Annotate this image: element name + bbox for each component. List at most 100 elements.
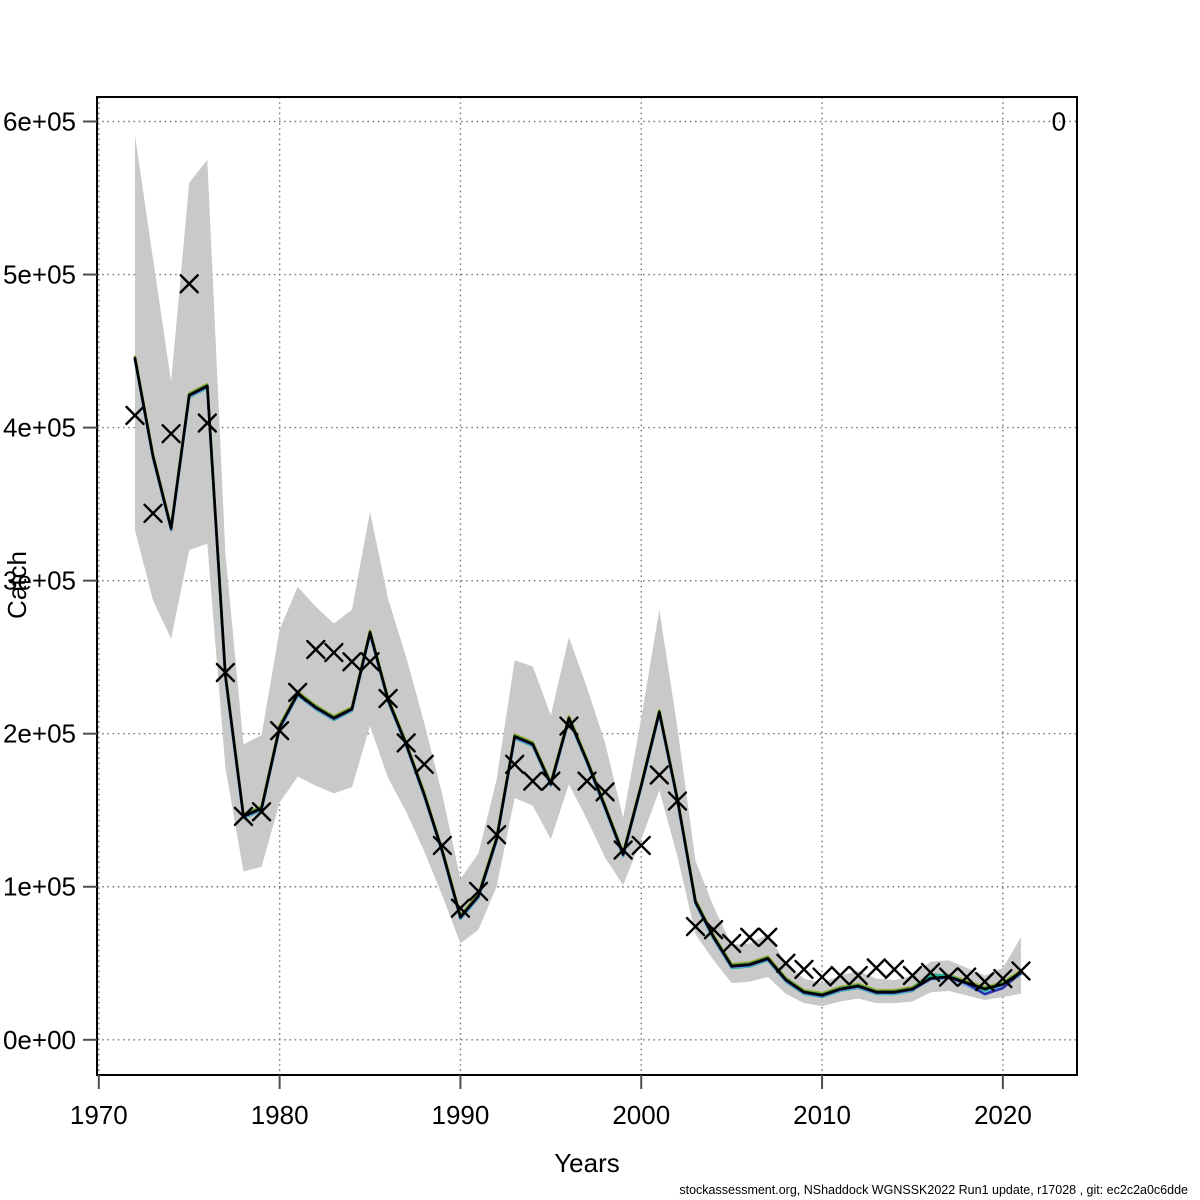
marker-stroke: [179, 274, 199, 294]
observed-catch-marker: [432, 835, 453, 856]
marker-stroke: [613, 840, 633, 860]
marker-stroke: [161, 424, 181, 444]
observed-catch-marker: [902, 965, 923, 986]
observed-catch-marker: [595, 782, 615, 802]
y-axis-tick-label: 4e+05: [3, 413, 76, 443]
marker-stroke: [306, 639, 326, 660]
observed-catch-marker: [396, 733, 416, 753]
y-axis-tick-label: 1e+05: [3, 872, 76, 902]
marker-stroke: [631, 835, 651, 856]
y-axis-tick-label: 2e+05: [3, 719, 76, 749]
x-axis-tick-label: 2000: [612, 1100, 670, 1130]
marker-stroke: [215, 662, 236, 683]
observed-catch-marker: [776, 953, 796, 973]
observed-catch-marker: [288, 682, 308, 703]
observed-catch-marker: [993, 968, 1013, 989]
observed-catch-marker: [197, 413, 217, 433]
observed-catch-marker: [758, 927, 778, 947]
marker-stroke: [396, 733, 416, 753]
y-axis-tick-label: 5e+05: [3, 260, 76, 290]
observed-catch-marker: [1011, 961, 1031, 981]
marker-stroke: [1011, 961, 1031, 981]
observed-catch-marker: [794, 959, 814, 980]
observed-catch-marker: [450, 898, 471, 918]
observed-catch-marker: [161, 424, 181, 444]
y-axis-tick-label: 0e+00: [3, 1025, 76, 1055]
marker-stroke: [703, 919, 724, 940]
marker-stroke: [360, 652, 380, 672]
x-axis-title: Years: [554, 1148, 620, 1178]
y-axis-title: Catch: [2, 551, 32, 619]
fit-line-base: [133, 357, 1023, 997]
observed-catch-marker: [848, 965, 868, 986]
marker-stroke: [920, 962, 941, 983]
marker-stroke: [251, 802, 272, 822]
observed-catch-marker: [233, 806, 254, 827]
x-axis-tick-label: 1970: [70, 1100, 128, 1130]
observed-catch-marker: [649, 765, 670, 785]
observed-catch-marker: [938, 967, 959, 987]
marker-stroke: [486, 825, 507, 845]
marker-stroke: [848, 965, 868, 986]
x-axis-tick-label: 1980: [251, 1100, 309, 1130]
marker-stroke: [468, 881, 489, 902]
marker-stroke: [125, 405, 145, 426]
y-axis-tick-label: 6e+05: [3, 106, 76, 136]
marker-stroke: [667, 791, 688, 811]
observed-catch-marker: [179, 274, 199, 294]
observed-catch-marker: [957, 967, 977, 987]
observed-catch-marker: [703, 919, 724, 940]
marker-stroke: [432, 835, 453, 856]
marker-stroke: [504, 754, 525, 775]
observed-catch-marker: [884, 959, 905, 980]
observed-catch-marker: [523, 771, 543, 791]
marker-stroke: [884, 959, 905, 980]
observed-catch-marker: [324, 642, 344, 663]
observed-catch-marker: [721, 933, 742, 954]
observed-catch-marker: [414, 754, 434, 775]
confidence-band: [134, 135, 1021, 1007]
marker-stroke: [378, 688, 398, 709]
marker-stroke: [269, 720, 290, 741]
observed-catch-marker: [360, 652, 380, 672]
marker-stroke: [993, 968, 1013, 989]
marker-stroke: [541, 771, 561, 791]
plot-border: [96, 96, 1078, 1076]
observed-catch-marker: [631, 835, 651, 856]
observed-catch-marker: [577, 771, 597, 791]
observed-catch-marker: [740, 927, 760, 947]
marker-stroke: [902, 965, 923, 986]
observed-catch-marker: [378, 688, 398, 709]
marker-stroke: [577, 771, 597, 791]
marker-stroke: [758, 927, 778, 947]
observed-catch-marker: [613, 840, 633, 860]
marker-stroke: [830, 965, 850, 986]
x-axis-tick-label: 2020: [974, 1100, 1032, 1130]
marker-stroke: [559, 716, 579, 736]
observed-catch-marker: [559, 716, 579, 736]
observed-catch-marker: [251, 802, 272, 822]
y-axis-tick-label: 3e+05: [3, 566, 76, 596]
marker-stroke: [143, 503, 163, 524]
marker-stroke: [685, 916, 706, 937]
observed-catch-marker: [812, 967, 832, 987]
marker-stroke: [197, 413, 217, 433]
terminal-annotation: 0: [1052, 106, 1066, 136]
x-axis-tick-label: 2010: [793, 1100, 851, 1130]
observed-catch-marker: [125, 405, 145, 426]
observed-catch-marker: [215, 662, 236, 683]
marker-stroke: [324, 642, 344, 663]
observed-catch-marker: [975, 971, 995, 992]
marker-stroke: [957, 967, 977, 987]
footer-attribution: stockassessment.org, NShaddock WGNSSK202…: [679, 1183, 1188, 1197]
observed-catch-marker: [830, 965, 850, 986]
observed-catch-marker: [269, 720, 290, 741]
marker-stroke: [595, 782, 615, 802]
marker-stroke: [938, 967, 959, 987]
x-axis-tick-label: 1990: [432, 1100, 490, 1130]
observed-catch-marker: [486, 825, 507, 845]
marker-stroke: [721, 933, 742, 954]
marker-stroke: [523, 771, 543, 791]
